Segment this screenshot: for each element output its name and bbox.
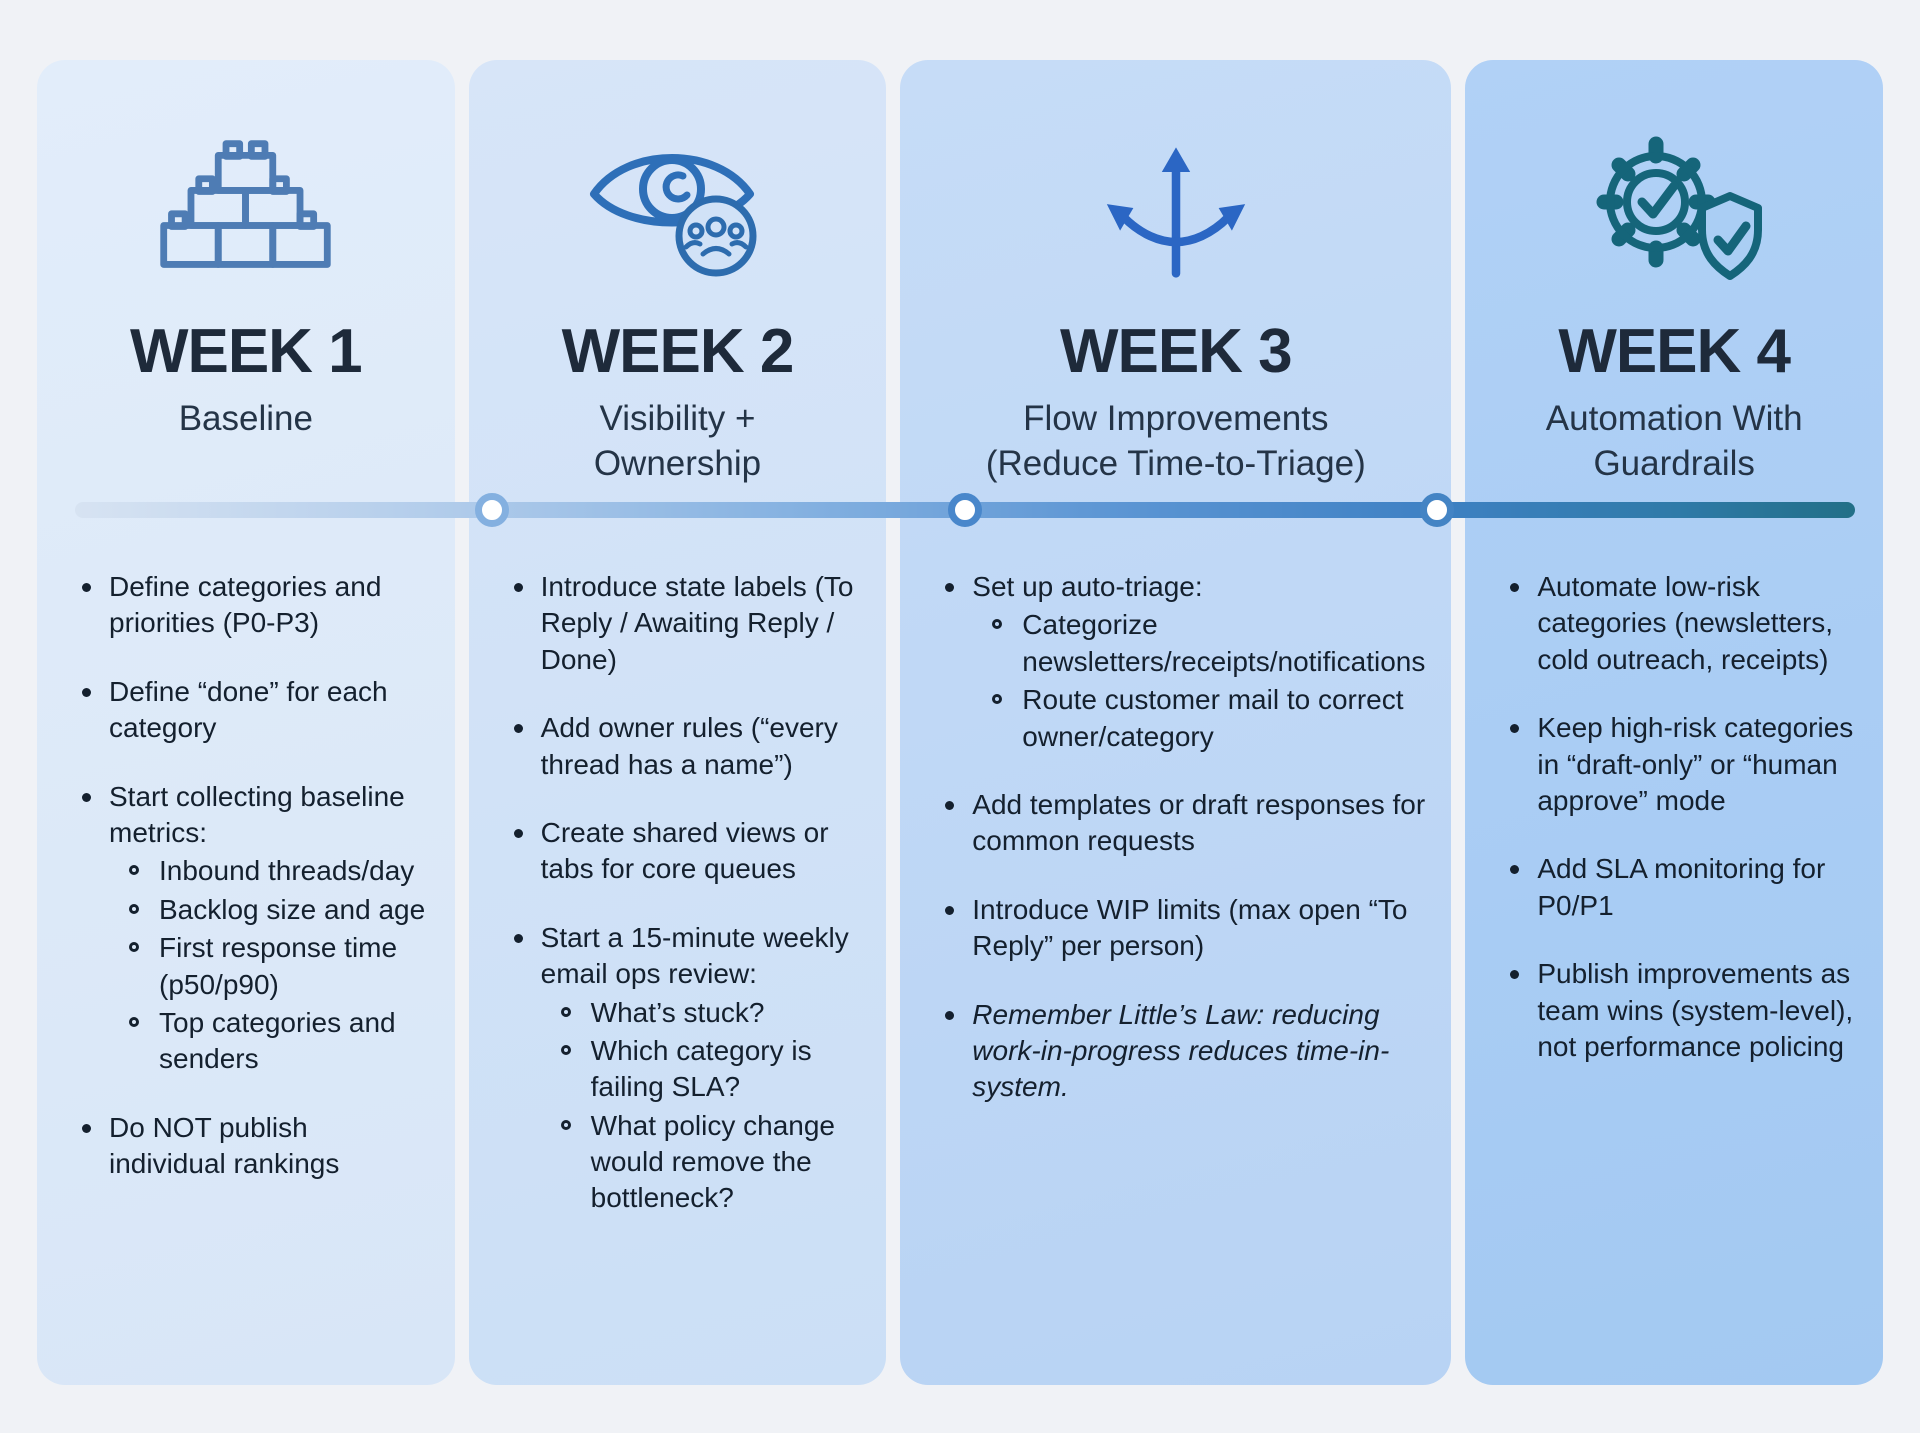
week2-list: Introduce state labels (To Reply / Await…	[469, 569, 887, 1217]
week3-header: WEEK 3 Flow Improvements (Reduce Time-to…	[900, 60, 1451, 505]
bullet: Start collecting baseline metrics: Inbou…	[77, 779, 429, 1078]
building-blocks-icon	[37, 112, 455, 302]
bullet: Add templates or draft responses for com…	[940, 787, 1425, 860]
bullet: Introduce state labels (To Reply / Await…	[509, 569, 861, 678]
week2-title: WEEK 2	[561, 317, 795, 386]
sub-bullet: Route customer mail to correct owner/cat…	[988, 682, 1425, 755]
gear-shield-icon	[1465, 112, 1883, 302]
week3-title: WEEK 3	[1059, 317, 1293, 386]
sub-bullet: What’s stuck?	[557, 995, 861, 1031]
week4-card: WEEK 4 Automation With Guardrails Automa…	[1465, 60, 1883, 1385]
bullet: Define categories and priorities (P0-P3)	[77, 569, 429, 642]
bullet: Automate low-risk categories (newsletter…	[1505, 569, 1857, 678]
week4-subtitle: Automation With Guardrails	[1545, 399, 1803, 483]
bullet: Add SLA monitoring for P0/P1	[1505, 851, 1857, 924]
branch-arrows-icon	[900, 112, 1451, 302]
roadmap-columns: WEEK 1 Baseline Define categories and pr…	[37, 60, 1883, 1385]
timeline-node-3	[1420, 493, 1454, 527]
bullet: Start a 15-minute weekly email ops revie…	[509, 920, 861, 1217]
bullet: Add owner rules (“every thread has a nam…	[509, 710, 861, 783]
sub-bullet: Categorize newsletters/receipts/notifica…	[988, 607, 1425, 680]
timeline-node-1	[475, 493, 509, 527]
timeline-node-2	[948, 493, 982, 527]
week1-list: Define categories and priorities (P0-P3)…	[37, 569, 455, 1182]
week4-title: WEEK 4	[1558, 317, 1791, 386]
week1-header: WEEK 1 Baseline	[37, 60, 455, 505]
week3-card: WEEK 3 Flow Improvements (Reduce Time-to…	[900, 60, 1452, 1385]
eye-people-icon	[469, 112, 887, 302]
bullet: Keep high-risk categories in “draft-only…	[1505, 710, 1857, 819]
sub-bullet: Inbound threads/day	[125, 853, 429, 889]
week1-title: WEEK 1	[129, 317, 363, 386]
bullet: Introduce WIP limits (max open “To Reply…	[940, 892, 1425, 965]
week1-card: WEEK 1 Baseline Define categories and pr…	[37, 60, 455, 1385]
week2-header: WEEK 2 Visibility + Ownership	[469, 60, 887, 505]
bullet: Remember Little’s Law: reducing work-in-…	[940, 997, 1425, 1106]
week2-card: WEEK 2 Visibility + Ownership Introduce …	[468, 60, 887, 1385]
sub-bullet: What policy change would remove the bott…	[557, 1108, 861, 1217]
bullet: Publish improvements as team wins (syste…	[1505, 956, 1857, 1065]
sub-bullet: First response time (p50/p90)	[125, 930, 429, 1003]
bullet: Create shared views or tabs for core que…	[509, 815, 861, 888]
bullet: Set up auto-triage: Categorize newslette…	[940, 569, 1425, 755]
bullet: Do NOT publish individual rankings	[77, 1110, 429, 1183]
week3-list: Set up auto-triage: Categorize newslette…	[900, 569, 1451, 1106]
sub-bullet: Top categories and senders	[125, 1005, 429, 1078]
week2-subtitle: Visibility + Ownership	[593, 399, 762, 483]
week3-subtitle: Flow Improvements (Reduce Time-to-Triage…	[985, 399, 1366, 483]
bullet: Define “done” for each category	[77, 674, 429, 747]
week4-list: Automate low-risk categories (newsletter…	[1465, 569, 1883, 1065]
week1-subtitle: Baseline	[178, 399, 313, 438]
week4-header: WEEK 4 Automation With Guardrails	[1465, 60, 1883, 505]
sub-bullet: Which category is failing SLA?	[557, 1033, 861, 1106]
sub-bullet: Backlog size and age	[125, 892, 429, 928]
